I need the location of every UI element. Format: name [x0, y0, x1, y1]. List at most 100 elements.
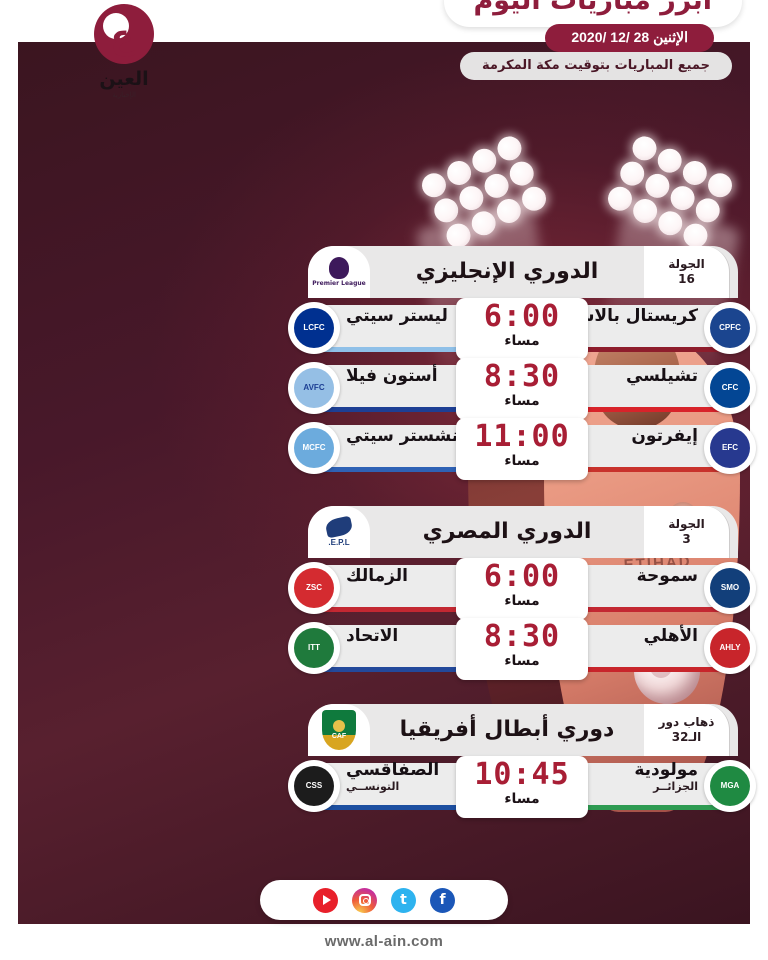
egyptian-premier-league-logo: E.P.L. — [308, 506, 370, 558]
time-period: مساء — [504, 593, 540, 609]
away-team-subtitle: التونســي — [346, 779, 400, 793]
league-logo-text: E.P.L. — [328, 537, 350, 547]
premier-league-logo: Premier League — [308, 246, 370, 298]
time-digits: 6:00 — [483, 299, 561, 334]
home-team-badge: MGA — [704, 760, 756, 812]
caf-trophy-icon — [333, 720, 345, 732]
home-team-badge: AHLY — [704, 622, 756, 674]
away-team-name: الاتحاد — [346, 626, 399, 646]
date-badge: الإثنين 28 /12 /2020 — [545, 24, 714, 52]
page-title: أبرز مباريات اليوم — [443, 0, 742, 27]
facebook-icon[interactable]: f — [430, 887, 455, 913]
time-period: مساء — [504, 393, 540, 409]
instagram-icon[interactable] — [352, 887, 377, 913]
home-underline — [550, 347, 730, 352]
time-period: مساء — [504, 453, 540, 469]
time-digits: 8:30 — [483, 619, 561, 654]
home-team-badge: EFC — [704, 422, 756, 474]
away-team-name: ليستر سيتي — [346, 306, 448, 326]
footer-strip — [0, 924, 768, 960]
home-underline — [550, 667, 730, 672]
league-name: دوري أبطال أفريقيا — [399, 716, 615, 742]
logo-glyph: ع — [110, 17, 134, 57]
match-row[interactable]: SMO سموحة 6:00 مساء الزمالك ZSC — [288, 558, 756, 620]
league-section-epl: الجولة 16 الدوري الإنجليزي Premier Leagu… — [288, 246, 756, 480]
away-underline — [314, 467, 494, 472]
away-underline — [314, 607, 494, 612]
home-team-name: تشيلسي — [625, 366, 698, 386]
kickoff-time: 6:00 مساء — [456, 298, 588, 360]
round-value: الـ32 — [671, 730, 702, 744]
match-row[interactable]: CPFC كريستال بالاس 6:00 مساء ليستر سيتي … — [288, 298, 756, 360]
away-team-name: مانشستر سيتي — [346, 426, 476, 446]
epl-horse-icon — [324, 514, 354, 539]
league-section-egypt: الجولة 3 الدوري المصري E.P.L. SMO سموحة … — [288, 506, 756, 680]
away-team-badge: MCFC — [288, 422, 340, 474]
home-team-subtitle: الجزائــر — [653, 779, 698, 793]
league-logo-text: Premier League — [312, 280, 366, 287]
website-url[interactable]: www.al-ain.com — [324, 933, 444, 950]
home-team-name: سموحة — [636, 566, 698, 586]
home-underline — [550, 407, 730, 412]
time-digits: 10:45 — [474, 757, 570, 792]
home-underline — [550, 607, 730, 612]
match-row[interactable]: CFC تشيلسي 8:30 مساء أستون فيلا AVFC — [288, 358, 756, 420]
away-team-name: الزمالك — [346, 566, 408, 586]
time-digits: 8:30 — [483, 359, 561, 394]
home-underline — [550, 467, 730, 472]
away-team-badge: CSS — [288, 760, 340, 812]
caf-champions-league-logo: CAF — [308, 704, 370, 756]
logo-wordmark: العين — [99, 68, 149, 90]
match-row[interactable]: EFC إيفرتون 11:00 مساء مانشستر سيتي MCFC — [288, 418, 756, 480]
round-label: ذهاب دور — [658, 715, 715, 729]
away-team-badge: ZSC — [288, 562, 340, 614]
match-row[interactable]: MGA مولودية الجزائــر 10:45 مساء الصفاقس… — [288, 756, 756, 818]
league-section-caf: ذهاب دور الـ32 دوري أبطال أفريقيا CAF MG… — [288, 704, 756, 818]
away-underline — [314, 407, 494, 412]
logo-circle-mark: ع — [94, 4, 154, 64]
home-team-name: كريستال بالاس — [570, 306, 698, 326]
home-team-badge: SMO — [704, 562, 756, 614]
home-team-badge: CPFC — [704, 302, 756, 354]
home-team-name: الأهلي — [643, 626, 698, 646]
al-ain-logo: ع العين الإخبارية — [72, 4, 176, 100]
league-name: الدوري المصري — [422, 518, 592, 544]
time-digits: 6:00 — [483, 559, 561, 594]
home-team-name: إيفرتون — [631, 426, 698, 446]
youtube-icon[interactable] — [313, 887, 338, 913]
away-underline — [314, 347, 494, 352]
away-team-name: الصفاقسي التونســي — [346, 760, 506, 793]
away-underline — [314, 667, 494, 672]
league-round: الجولة 3 — [644, 506, 730, 558]
round-label: الجولة — [668, 517, 705, 531]
away-team-title: الصفاقسي — [346, 760, 440, 780]
league-header: ذهاب دور الـ32 دوري أبطال أفريقيا CAF — [308, 704, 738, 756]
away-team-badge: ITT — [288, 622, 340, 674]
time-period: مساء — [504, 653, 540, 669]
time-period: مساء — [504, 333, 540, 349]
kickoff-time: 6:00 مساء — [456, 558, 588, 620]
away-team-name: أستون فيلا — [346, 366, 438, 386]
time-period: مساء — [504, 791, 540, 807]
away-underline — [314, 805, 494, 810]
timezone-note: جميع المباريات بتوقيت مكة المكرمة — [460, 52, 732, 80]
league-header: الجولة 3 الدوري المصري E.P.L. — [308, 506, 738, 558]
kickoff-time: 8:30 مساء — [456, 358, 588, 420]
twitter-icon[interactable]: t — [391, 887, 416, 913]
round-value: 3 — [682, 532, 691, 546]
league-header: الجولة 16 الدوري الإنجليزي Premier Leagu… — [308, 246, 738, 298]
pl-lion-icon — [329, 257, 349, 279]
social-links-bar: f t — [260, 880, 508, 920]
kickoff-time: 10:45 مساء — [456, 756, 588, 818]
away-team-badge: AVFC — [288, 362, 340, 414]
league-round: الجولة 16 — [644, 246, 730, 298]
home-team-title: مولودية — [634, 760, 698, 780]
logo-subtitle: الإخبارية — [112, 91, 136, 99]
league-name: الدوري الإنجليزي — [415, 258, 599, 284]
league-round: ذهاب دور الـ32 — [644, 704, 730, 756]
kickoff-time: 11:00 مساء — [456, 418, 588, 480]
league-logo-text: CAF — [331, 733, 347, 740]
kickoff-time: 8:30 مساء — [456, 618, 588, 680]
round-label: الجولة — [668, 257, 705, 271]
match-row[interactable]: AHLY الأهلي 8:30 مساء الاتحاد ITT — [288, 618, 756, 680]
